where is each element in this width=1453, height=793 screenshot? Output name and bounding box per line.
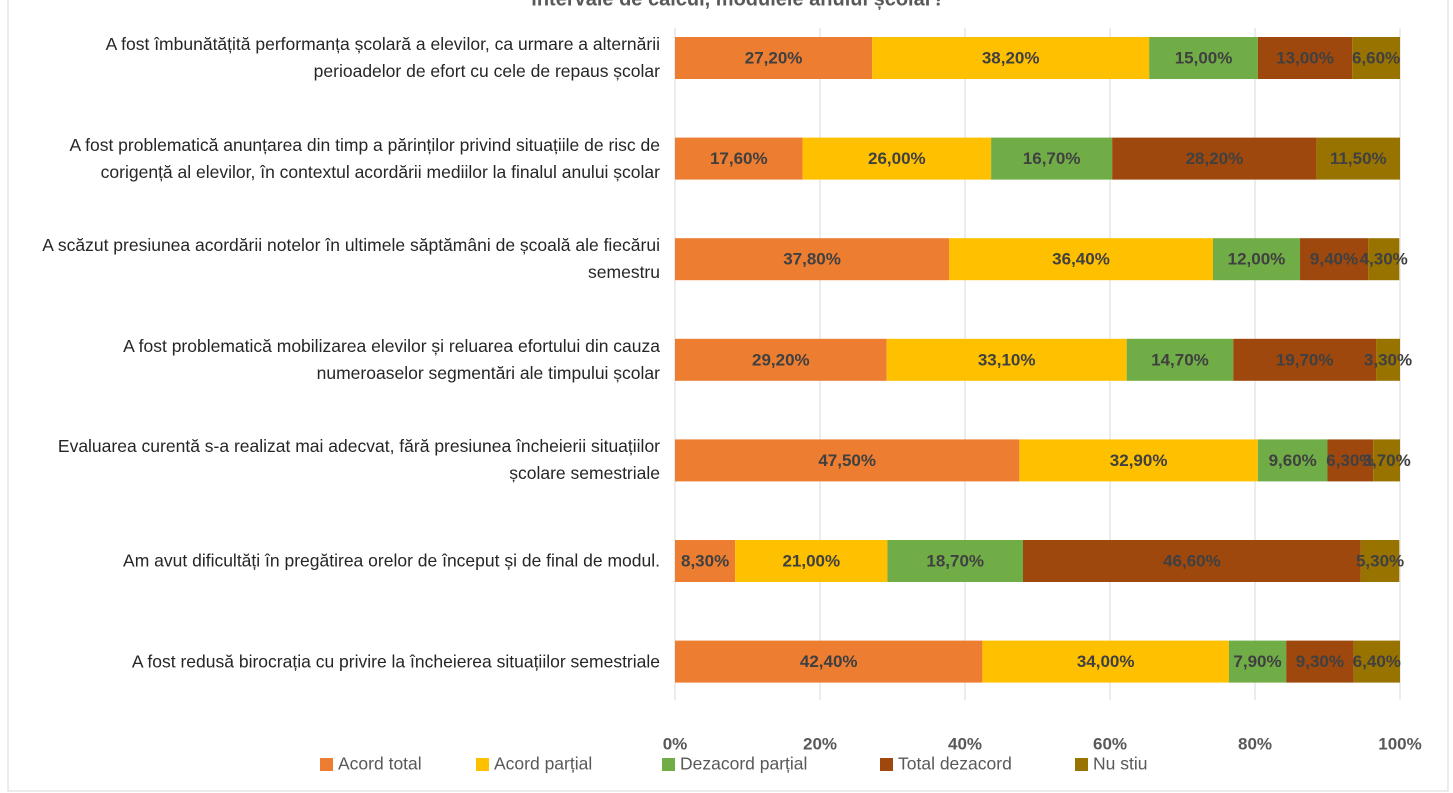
data-label: 33,10% xyxy=(978,350,1036,369)
data-label: 3,70% xyxy=(1362,451,1410,470)
bar-segment xyxy=(982,640,1229,683)
bar-segment xyxy=(1019,439,1258,482)
data-label: 19,70% xyxy=(1276,350,1334,369)
bar-segment xyxy=(1299,238,1369,281)
x-tick-label: 80% xyxy=(1238,734,1272,753)
chart-frame xyxy=(7,0,1449,792)
chart-title: intervale de calcul, modulele anului șco… xyxy=(531,0,944,10)
data-label: 6,40% xyxy=(1353,652,1401,671)
category-label: A fost problematică mobilizarea elevilor… xyxy=(123,335,660,383)
legend-swatch xyxy=(1075,758,1088,771)
bar-segment xyxy=(1212,238,1300,281)
data-label: 6,60% xyxy=(1352,48,1400,67)
bar-segment xyxy=(991,137,1113,180)
bar-segment xyxy=(1126,338,1234,381)
bar-segment xyxy=(1286,640,1354,683)
legend-label: Total dezacord xyxy=(898,754,1012,774)
bar-segment xyxy=(887,540,1023,582)
data-label: 15,00% xyxy=(1175,48,1233,67)
x-tick-label: 20% xyxy=(803,734,837,753)
data-label: 32,90% xyxy=(1110,451,1168,470)
data-label: 16,70% xyxy=(1023,149,1081,168)
bar-segment xyxy=(675,540,736,582)
bar-segment xyxy=(886,338,1127,381)
legend-label: Nu stiu xyxy=(1093,754,1147,774)
bar-segment xyxy=(1257,37,1353,79)
data-label: 5,30% xyxy=(1356,551,1404,570)
data-label: 17,60% xyxy=(710,149,768,168)
data-label: 7,90% xyxy=(1233,652,1281,671)
data-label: 9,60% xyxy=(1269,451,1317,470)
bar-segment xyxy=(1257,439,1328,482)
bar-segment xyxy=(675,439,1020,482)
legend-label: Acord total xyxy=(338,754,422,774)
bar-segment xyxy=(1360,540,1400,582)
legend-swatch xyxy=(880,758,893,771)
data-label: 18,70% xyxy=(926,551,984,570)
bar-segment xyxy=(675,37,873,79)
data-label: 6,30% xyxy=(1326,451,1374,470)
bar-segment xyxy=(1149,37,1258,79)
bar-segment xyxy=(675,640,983,683)
x-tick-label: 40% xyxy=(948,734,982,753)
bar-segment xyxy=(872,37,1150,79)
data-label: 13,00% xyxy=(1276,48,1334,67)
bar-segment xyxy=(1023,540,1361,582)
category-label: Evaluarea curentă s-a realizat mai adecv… xyxy=(57,436,660,484)
category-label: A scăzut presiunea acordării notelor în … xyxy=(42,235,660,283)
bar-segment xyxy=(1327,439,1374,482)
category-label: A fost problematică anunțarea din timp a… xyxy=(69,134,660,182)
data-label: 28,20% xyxy=(1186,149,1244,168)
data-label: 36,40% xyxy=(1052,250,1110,269)
data-label: 9,40% xyxy=(1310,250,1358,269)
data-label: 47,50% xyxy=(818,451,876,470)
bar-segment xyxy=(675,338,887,381)
data-label: 46,60% xyxy=(1163,551,1221,570)
data-label: 38,20% xyxy=(982,48,1040,67)
legend-label: Acord parțial xyxy=(494,754,592,774)
bar-segment xyxy=(1352,37,1400,79)
data-label: 4,30% xyxy=(1360,250,1408,269)
x-tick-label: 60% xyxy=(1093,734,1127,753)
bar-segment xyxy=(675,137,803,180)
data-label: 3,30% xyxy=(1364,350,1412,369)
data-label: 37,80% xyxy=(783,250,841,269)
bar-segment xyxy=(1233,338,1377,381)
bar-segment xyxy=(1228,640,1287,683)
bar-segment xyxy=(675,238,950,281)
legend-swatch xyxy=(662,758,675,771)
category-label: A fost redusă birocrația cu privire la î… xyxy=(131,651,660,672)
data-label: 42,40% xyxy=(800,652,858,671)
x-tick-label: 100% xyxy=(1378,734,1421,753)
bar-segment xyxy=(1373,439,1400,482)
bar-segment xyxy=(735,540,888,582)
x-tick-label: 0% xyxy=(663,734,688,753)
data-label: 11,50% xyxy=(1330,149,1387,168)
data-label: 12,00% xyxy=(1228,250,1286,269)
data-label: 27,20% xyxy=(745,48,803,67)
bar-segment xyxy=(802,137,992,180)
data-label: 34,00% xyxy=(1077,652,1135,671)
data-label: 29,20% xyxy=(752,350,810,369)
category-label: Am avut dificultăți în pregătirea orelor… xyxy=(123,550,660,571)
category-label: A fost îmbunătățită performanța școlară … xyxy=(105,34,660,81)
data-label: 9,30% xyxy=(1296,652,1344,671)
legend-swatch xyxy=(320,758,333,771)
data-label: 21,00% xyxy=(782,551,840,570)
bar-segment xyxy=(1316,137,1400,180)
data-label: 14,70% xyxy=(1151,350,1209,369)
data-label: 26,00% xyxy=(868,149,926,168)
bar-segment xyxy=(1353,640,1400,683)
bar-segment xyxy=(949,238,1213,281)
bar-segment xyxy=(1376,338,1400,381)
legend-swatch xyxy=(476,758,489,771)
bar-segment xyxy=(1368,238,1400,281)
bar-segment xyxy=(1112,137,1317,180)
data-label: 8,30% xyxy=(681,551,729,570)
legend-label: Dezacord parțial xyxy=(680,754,807,774)
